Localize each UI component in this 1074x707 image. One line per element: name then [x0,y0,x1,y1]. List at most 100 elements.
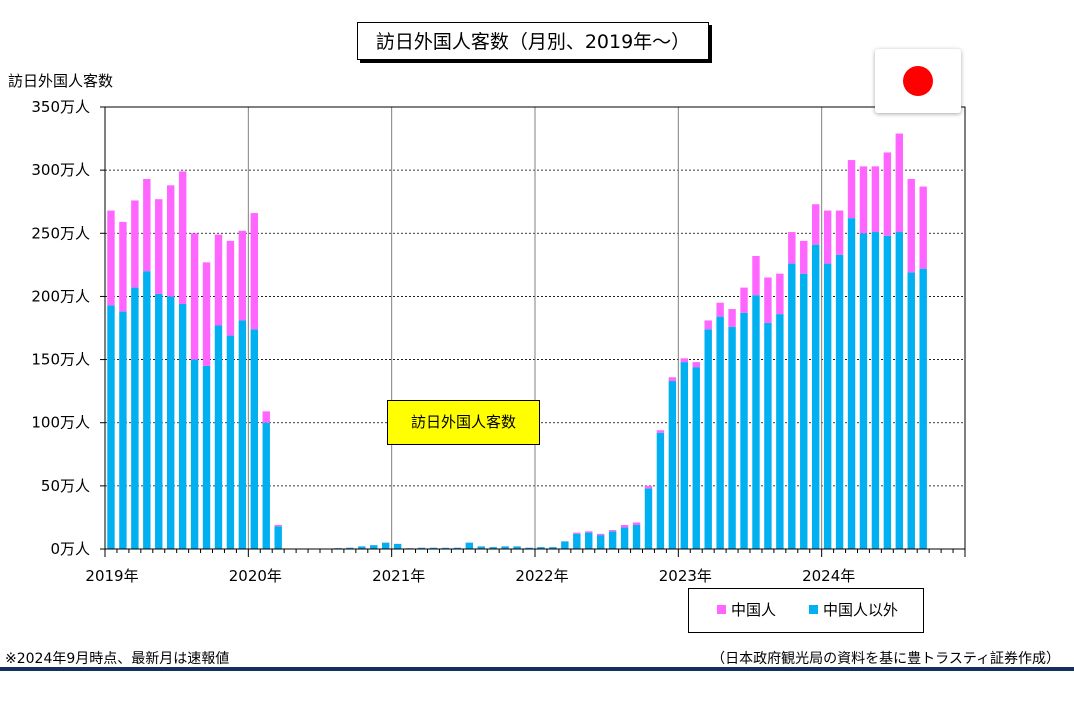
bar-other [632,525,641,549]
bar-other [847,218,856,550]
bar-other [608,531,617,549]
bar-other [393,543,402,549]
bar-other [107,305,115,549]
bar-other [859,233,868,550]
bar-other [561,541,569,549]
japan-flag-icon [875,49,961,113]
footnote-source: （日本政府観光局の資料を基に豊トラスティ証券作成） [711,651,1060,667]
bar-china [573,532,581,534]
bar-other [740,312,748,549]
y-tick-label: 200万人 [31,287,90,305]
bar-other [513,546,521,549]
bar-china [656,430,665,433]
bar-china [178,171,187,305]
legend-label-other: 中国人以外 [823,601,899,619]
bar-other [823,263,832,549]
bar-other [274,526,282,549]
x-tick-label: 2019年 [85,567,138,585]
y-tick-label: 150万人 [31,351,90,369]
bar-other [919,268,927,549]
bar-china [632,522,641,526]
bar-china [596,533,605,536]
bar-china [895,133,904,233]
legend-swatch-china [717,605,726,614]
bar-other [680,362,689,549]
bar-other [871,232,880,549]
y-axis-label: 訪日外国人客数 [8,72,114,90]
bar-other [883,235,892,549]
axis-layer [100,106,966,557]
bar-china [835,210,844,255]
bar-china [131,200,139,288]
tick-label-layer: 0万人 50万人 100万人 150万人 200万人 250万人 300万人 350万人 201… [31,98,855,585]
bar-other [250,329,259,549]
bar-other [238,320,247,549]
bar-china [668,377,677,382]
bar-other [417,547,426,549]
x-tick-label: 2021年 [372,567,425,585]
x-tick-label: 2024年 [802,567,855,585]
bar-china [752,256,760,296]
bar-other [346,547,354,549]
bar-other [776,314,784,549]
bar-china [238,230,247,321]
bar-china [728,309,736,327]
bar-other [656,432,665,549]
bar-other [441,547,450,549]
y-tick-label: 0万人 [50,540,90,558]
bar-other [668,381,677,549]
y-tick-label: 50万人 [41,477,90,495]
bar-china [800,240,808,274]
bar-china [823,210,832,264]
bar-china [680,358,689,363]
bar-china [155,199,163,294]
bar-other [549,547,557,549]
bar-other [728,326,736,549]
bar-other [764,322,772,549]
bar-china [716,302,724,317]
bar-china [262,411,270,423]
bar-other [190,359,199,549]
bottom-rule [0,667,1074,671]
bar-other [143,271,151,549]
bar-china [704,320,712,330]
bar-other [178,304,187,549]
y-tick-label: 250万人 [31,224,90,242]
bar-other [644,488,653,549]
bar-layer [107,133,927,550]
x-tick-label: 2022年 [515,567,568,585]
chart-annotation: 訪日外国人客数 [387,400,540,445]
bar-other [716,316,724,549]
bar-china [214,234,223,326]
bar-other [525,547,533,549]
x-tick-label: 2020年 [229,567,282,585]
bar-other [692,367,700,549]
bar-other [537,547,545,549]
bar-china [190,233,199,360]
bar-china [919,186,927,269]
bar-other [752,295,760,549]
bar-other [585,532,593,549]
bar-china [226,240,235,336]
bar-other [202,365,211,549]
y-tick-label: 100万人 [31,414,90,432]
bar-china [883,152,892,236]
bar-china [274,525,282,527]
bar-china [143,178,151,272]
chart-legend: 中国人 中国人以外 [688,588,924,633]
bar-other [381,542,390,549]
bar-other [453,547,462,549]
bar-other [119,311,127,549]
bar-china [620,525,629,528]
bar-china [608,530,617,532]
bar-china [859,166,868,234]
y-tick-label: 350万人 [31,98,90,116]
bar-other [620,527,629,549]
bar-china [585,531,593,533]
legend-label-china: 中国人 [731,601,777,619]
bar-other [835,254,844,550]
legend-swatch-other [809,605,818,614]
bar-other [477,546,485,549]
bar-china [119,221,127,312]
